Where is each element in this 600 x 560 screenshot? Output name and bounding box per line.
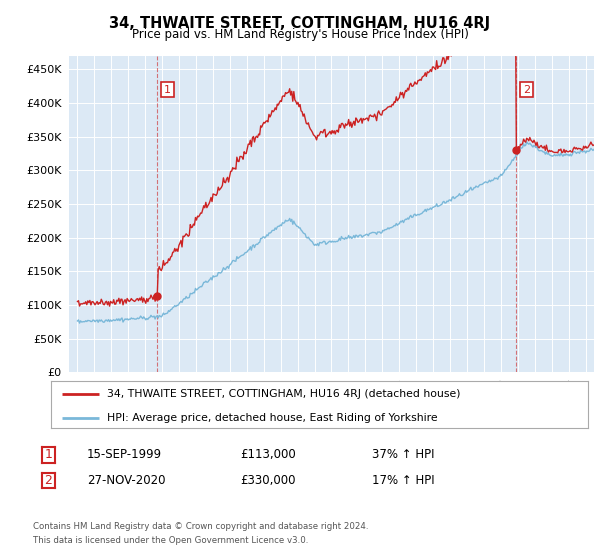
Text: 2: 2	[44, 474, 52, 487]
Text: Contains HM Land Registry data © Crown copyright and database right 2024.: Contains HM Land Registry data © Crown c…	[33, 522, 368, 531]
Text: Price paid vs. HM Land Registry's House Price Index (HPI): Price paid vs. HM Land Registry's House …	[131, 28, 469, 41]
Text: 34, THWAITE STREET, COTTINGHAM, HU16 4RJ: 34, THWAITE STREET, COTTINGHAM, HU16 4RJ	[109, 16, 491, 31]
Text: This data is licensed under the Open Government Licence v3.0.: This data is licensed under the Open Gov…	[33, 536, 308, 545]
Text: 34, THWAITE STREET, COTTINGHAM, HU16 4RJ (detached house): 34, THWAITE STREET, COTTINGHAM, HU16 4RJ…	[107, 389, 461, 399]
Text: 2: 2	[523, 85, 530, 95]
Text: 17% ↑ HPI: 17% ↑ HPI	[372, 474, 434, 487]
Text: £330,000: £330,000	[240, 474, 296, 487]
Text: £113,000: £113,000	[240, 448, 296, 461]
Text: 1: 1	[44, 448, 52, 461]
Text: 1: 1	[164, 85, 171, 95]
Text: 15-SEP-1999: 15-SEP-1999	[87, 448, 162, 461]
Text: 37% ↑ HPI: 37% ↑ HPI	[372, 448, 434, 461]
Text: HPI: Average price, detached house, East Riding of Yorkshire: HPI: Average price, detached house, East…	[107, 413, 438, 423]
Text: 27-NOV-2020: 27-NOV-2020	[87, 474, 166, 487]
